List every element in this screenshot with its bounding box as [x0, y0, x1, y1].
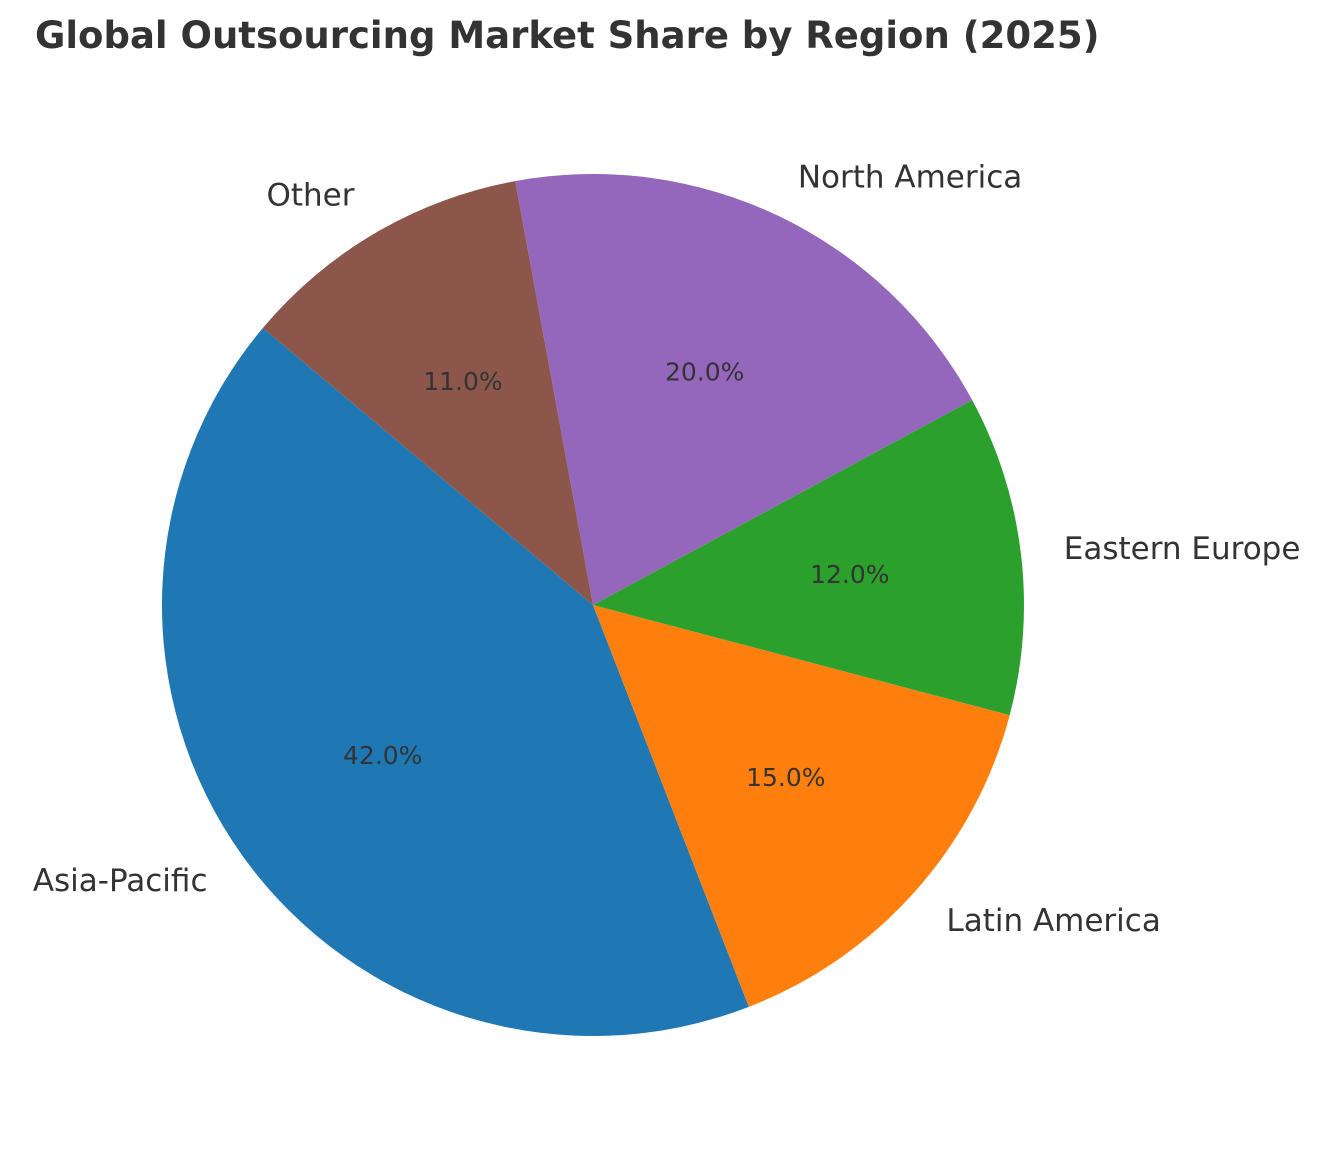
- pie-slice-latin-america: [593, 605, 1010, 1007]
- percent-label-asia-pacific: 42.0%: [343, 741, 422, 770]
- slice-label-north-america: North America: [798, 159, 1022, 195]
- pie-slices: [161, 174, 1024, 1036]
- percent-label-north-america: 20.0%: [665, 357, 744, 386]
- slice-label-latin-america: Latin America: [946, 903, 1160, 939]
- slice-label-eastern-europe: Eastern Europe: [1064, 531, 1301, 567]
- percent-label-other: 11.0%: [423, 367, 502, 396]
- percent-label-latin-america: 15.0%: [746, 763, 825, 792]
- pie-slice-eastern-europe: [593, 400, 1024, 716]
- pie-labels: Asia-Pacific 42.0% Latin America 15.0% Easte…: [33, 159, 1301, 939]
- percent-label-eastern-europe: 12.0%: [810, 560, 889, 589]
- pie-slice-asia-pacific: [161, 327, 749, 1036]
- slice-label-asia-pacific: Asia-Pacific: [33, 863, 208, 899]
- pie-slice-north-america: [515, 174, 973, 605]
- slice-label-other: Other: [266, 177, 354, 213]
- chart-title: Global Outsourcing Market Share by Regio…: [35, 14, 1100, 57]
- pie-slice-other: [262, 181, 593, 605]
